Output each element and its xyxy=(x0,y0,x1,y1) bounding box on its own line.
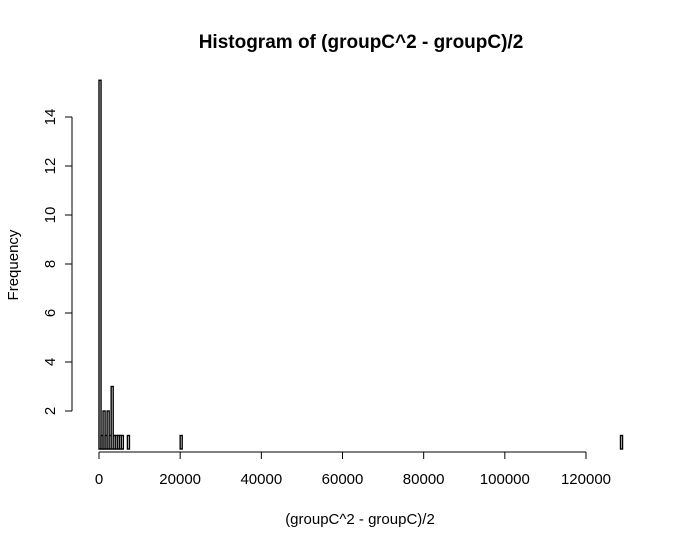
x-axis: 0 20000 40000 60000 80000 100000 120000 xyxy=(95,451,611,488)
y-axis: 2 4 6 8 10 12 14 xyxy=(42,109,73,415)
y-tick-label: 2 xyxy=(42,407,59,415)
histogram-bar xyxy=(120,434,125,450)
histogram-bar xyxy=(106,410,110,450)
y-tick-label: 4 xyxy=(42,358,59,366)
chart-title: Histogram of (groupC^2 - groupC)/2 xyxy=(199,32,524,53)
x-axis-label: (groupC^2 - groupC)/2 xyxy=(285,511,435,528)
histogram-bars xyxy=(98,79,624,450)
x-tick-label: 40000 xyxy=(240,471,282,488)
x-tick-label: 100000 xyxy=(480,471,530,488)
histogram-bar xyxy=(126,434,131,450)
x-tick-label: 0 xyxy=(95,471,103,488)
y-tick-label: 8 xyxy=(42,260,59,268)
histogram-bar xyxy=(619,434,624,450)
x-tick-label: 120000 xyxy=(561,471,611,488)
x-tick-label: 60000 xyxy=(322,471,364,488)
histogram-bar xyxy=(179,434,183,450)
histogram-bar xyxy=(110,385,114,450)
y-tick-label: 6 xyxy=(42,309,59,317)
y-tick-label: 10 xyxy=(42,207,59,224)
x-tick-label: 80000 xyxy=(403,471,445,488)
histogram-bar xyxy=(102,410,106,450)
y-tick-label: 14 xyxy=(42,109,59,126)
y-axis-label: Frequency xyxy=(5,229,22,300)
histogram-bar xyxy=(98,79,102,450)
y-tick-label: 12 xyxy=(42,158,59,175)
x-tick-label: 20000 xyxy=(159,471,201,488)
